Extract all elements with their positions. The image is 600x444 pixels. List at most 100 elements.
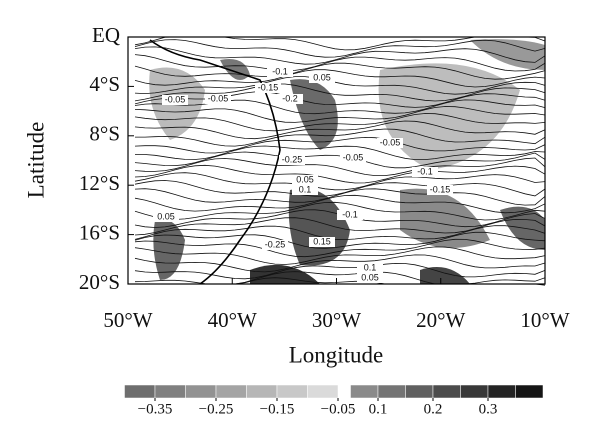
contour-label: 0.15 [313,236,331,246]
streamline [134,76,546,95]
colorbar-box [307,384,339,399]
colorbar-box [432,384,461,399]
contour-label-bg [255,83,281,93]
contour-label-bg [267,67,293,77]
contour-label: -0.05 [380,137,401,147]
streamline [134,254,546,273]
colorbar-label: −0.35 [138,401,173,417]
x-tick-label: 50°W [103,308,152,332]
contour-label-bg [309,73,335,83]
shade-region [400,188,490,248]
streamline [134,246,546,265]
shade-region [153,219,185,280]
streamline [134,54,546,72]
streamline [134,225,546,241]
contour-label: -0.05 [208,93,229,103]
streamline [134,83,546,102]
x-axis-label: Longitude [289,342,384,367]
x-tick-label: 40°W [208,308,257,332]
contour-label-bg [357,263,383,273]
contour-label: -0.15 [258,82,279,92]
contour-label-bg [292,175,318,185]
colorbar-label: −0.15 [260,401,295,417]
streamline [134,145,546,160]
shade-region [250,264,320,284]
contour-label: -0.1 [417,166,433,176]
streamline [134,180,546,197]
y-tick-label: 8°S [89,122,120,146]
streamline [134,238,546,258]
contour-label: 0.1 [299,184,312,194]
colorbar-label: −0.25 [199,401,234,417]
contour-label: 0.1 [364,262,377,272]
streamline [134,69,546,88]
contour-label: -0.25 [265,239,286,249]
streamline [134,62,546,80]
contour-label: -0.2 [282,93,298,103]
contour-label: -0.05 [165,94,186,104]
contour-label: 0.05 [157,211,175,221]
y-axis-label: Latitude [23,122,48,199]
contour-label-bg [377,138,403,148]
contour-label-bg [279,155,305,165]
contour-label-bg [153,212,179,222]
colorbar-box [215,384,247,399]
coastline [149,39,281,285]
streamline [134,39,546,58]
contour-label: -0.05 [343,152,364,162]
colorbar-box [185,384,217,399]
streamline [135,128,546,147]
y-tick-label: 12°S [79,171,120,195]
colorbar-label: 0.2 [424,401,443,417]
contour-label-bg [262,240,288,250]
colorbar-box [460,384,489,399]
colorbar-box [487,384,516,399]
contour-label-bg [205,94,231,104]
streamline [134,188,546,206]
streamline [134,46,546,65]
contour-label: 0.05 [296,174,314,184]
colorbar-label: −0.05 [321,401,356,417]
x-tick-label: 10°W [520,308,569,332]
contour-label-bg [412,167,438,177]
streamline [134,217,546,236]
contour-label: -0.15 [430,184,451,194]
shade-region [420,267,470,284]
colorbar-box [405,384,434,399]
contour-label: -0.1 [342,209,358,219]
streamline [134,113,546,132]
x-tick-label: 20°W [416,308,465,332]
contour-label-bg [277,94,303,104]
y-tick-label: EQ [92,23,120,47]
colorbar-box [276,384,308,399]
contour-label: 0.05 [361,272,379,282]
y-tick-label: 4°S [89,72,120,96]
colorbar-label: 0.1 [369,401,388,417]
colorbar-box [377,384,406,399]
streamline [134,91,546,108]
streamline [134,262,546,280]
contour-label: 0.05 [313,72,331,82]
streamline [134,231,546,249]
y-tick-label: 20°S [79,270,120,294]
contour-label-bg [162,95,188,105]
colorbar-label: 0.3 [479,401,498,417]
streamline [134,164,546,184]
streamlines [134,36,546,286]
colorbar-box [154,384,186,399]
colorbar-box [124,384,156,399]
shade-region [470,39,545,70]
contour-label: -0.1 [272,66,288,76]
contour-label-bg [292,185,318,195]
streamline [134,99,546,115]
contour-label-bg [340,153,366,163]
streamline [134,136,546,154]
contour-label-bg [337,210,363,220]
streamline [134,157,546,176]
contour-label-bg [427,185,453,195]
streamline [134,120,546,140]
colorbar-box [515,384,544,399]
colorbar-box [246,384,278,399]
y-tick-label: 16°S [79,220,120,244]
